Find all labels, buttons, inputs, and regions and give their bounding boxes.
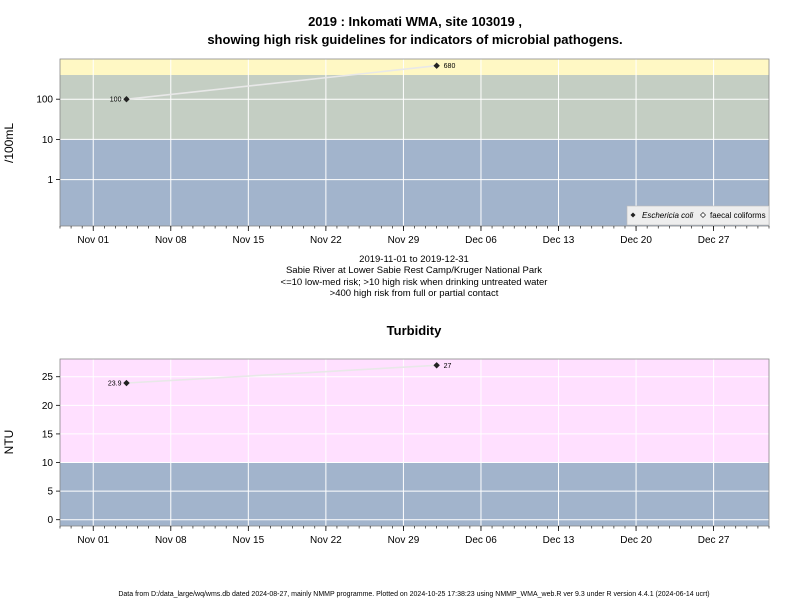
x-tick-label: Nov 15 bbox=[232, 235, 264, 246]
y-tick-label: 100 bbox=[36, 95, 53, 106]
caption-site: Sabie River at Lower Sabie Rest Camp/Kru… bbox=[286, 265, 542, 276]
caption-risk-contact: >400 high risk from full or partial cont… bbox=[330, 288, 499, 299]
data-label: 23.9 bbox=[108, 381, 122, 388]
turbidity-y-axis-label: NTU bbox=[2, 430, 16, 455]
x-tick-label: Dec 20 bbox=[620, 535, 652, 546]
x-tick-label: Nov 29 bbox=[388, 535, 420, 546]
y-tick-label: 5 bbox=[47, 487, 53, 498]
series-line bbox=[126, 64, 437, 100]
caption-risk-drinking: <=10 low-med risk; >10 high risk when dr… bbox=[281, 277, 548, 288]
x-tick-label: Dec 06 bbox=[465, 535, 497, 546]
data-label: 680 bbox=[444, 63, 456, 70]
data-point bbox=[433, 362, 440, 369]
y-tick-label: 0 bbox=[47, 515, 53, 526]
chart-title-line2: showing high risk guidelines for indicat… bbox=[207, 32, 622, 47]
y-tick-label: 15 bbox=[42, 429, 54, 440]
data-point bbox=[123, 379, 130, 387]
x-tick-label: Nov 22 bbox=[310, 535, 342, 546]
x-tick-label: Dec 13 bbox=[543, 235, 575, 246]
x-tick-label: Dec 06 bbox=[465, 235, 497, 246]
series-line bbox=[126, 364, 437, 384]
turbidity-plot: 0 5 10 15 20 25 Nov 01 Nov 08 Nov 15 Nov 22 Nov 29… bbox=[42, 358, 770, 546]
y-tick-label: 10 bbox=[42, 135, 54, 146]
y-tick-label: 1 bbox=[47, 175, 53, 186]
x-tick-label: Nov 01 bbox=[77, 535, 109, 546]
data-label: 27 bbox=[444, 363, 452, 370]
footer-source-note: Data from D:/data_large/wq/wms.db dated … bbox=[118, 591, 709, 598]
y-tick-label: 10 bbox=[42, 458, 54, 469]
legend-faecal-marker bbox=[699, 211, 707, 219]
legend-ecoli-marker bbox=[630, 212, 636, 218]
x-tick-label: Nov 29 bbox=[388, 235, 420, 246]
microbial-plot: 1 10 100 Nov 01 Nov 08 Nov 15 Nov 22 Nov 29 Dec … bbox=[36, 58, 770, 246]
chart-title-line1: 2019 : Inkomati WMA, site 103019 , bbox=[308, 14, 522, 29]
data-point bbox=[123, 95, 130, 103]
x-tick-label: Nov 08 bbox=[155, 535, 187, 546]
legend: Eschericia coli faecal coliforms bbox=[626, 205, 770, 226]
y-tick-label: 20 bbox=[42, 401, 54, 412]
legend-faecal-label: faecal coliforms bbox=[710, 211, 766, 220]
data-point bbox=[433, 62, 440, 69]
risk-band bbox=[60, 59, 769, 75]
caption-date-range: 2019-11-01 to 2019-12-31 bbox=[359, 254, 469, 265]
x-tick-label: Dec 20 bbox=[620, 235, 652, 246]
microbial-y-axis-label: /100mL bbox=[2, 123, 16, 163]
x-tick-label: Nov 15 bbox=[232, 535, 264, 546]
x-tick-label: Dec 27 bbox=[698, 535, 730, 546]
legend-box bbox=[626, 205, 770, 226]
turbidity-title: Turbidity bbox=[387, 323, 442, 338]
legend-ecoli-label: Eschericia coli bbox=[642, 211, 693, 220]
x-tick-label: Dec 27 bbox=[698, 235, 730, 246]
x-tick-label: Nov 08 bbox=[155, 235, 187, 246]
data-label: 100 bbox=[110, 97, 122, 104]
x-tick-label: Nov 22 bbox=[310, 235, 342, 246]
risk-band bbox=[60, 462, 769, 526]
y-tick-label: 25 bbox=[42, 372, 54, 383]
x-tick-label: Nov 01 bbox=[77, 235, 109, 246]
risk-band bbox=[60, 359, 769, 463]
risk-band bbox=[60, 74, 769, 140]
x-tick-label: Dec 13 bbox=[543, 535, 575, 546]
